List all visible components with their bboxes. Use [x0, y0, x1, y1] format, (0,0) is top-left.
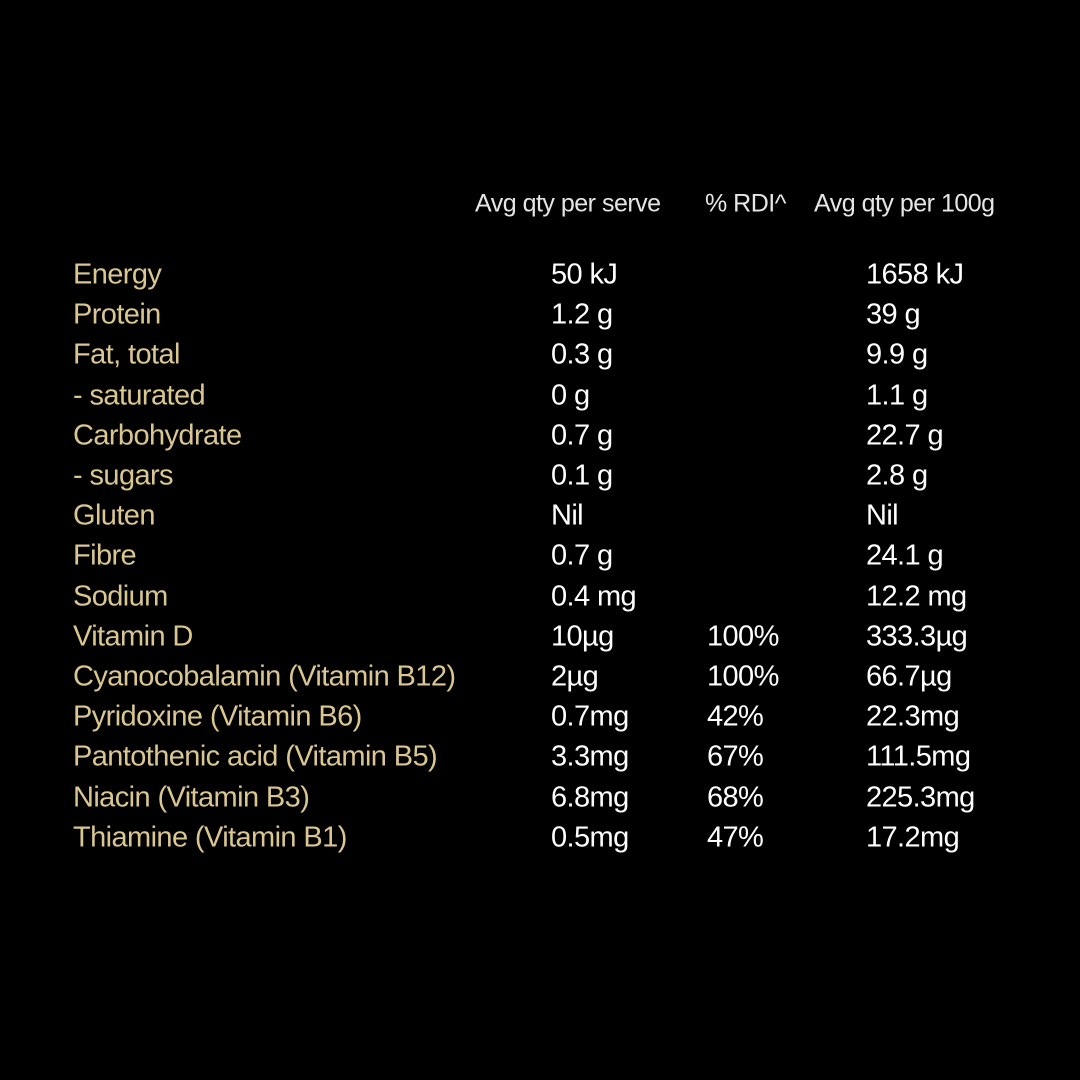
rdi-percent: 100% — [707, 620, 779, 653]
qty-per-serve: 0.7 g — [551, 419, 613, 452]
nutrient-name: Gluten — [73, 499, 155, 532]
rdi-percent: 67% — [707, 740, 764, 773]
qty-per-serve: 50 kJ — [551, 258, 618, 291]
nutrient-name: Thiamine (Vitamin B1) — [73, 821, 347, 854]
nutrient-name: Pantothenic acid (Vitamin B5) — [73, 740, 438, 773]
qty-per-serve: 0.3 g — [551, 338, 613, 371]
nutrient-name: Sodium — [73, 580, 168, 613]
nutrient-name: Vitamin D — [73, 620, 193, 653]
nutrient-name: Energy — [73, 258, 162, 291]
qty-per-serve: 3.3mg — [551, 740, 629, 773]
qty-per-100g: 22.7 g — [866, 419, 944, 452]
qty-per-100g: Nil — [866, 499, 899, 532]
rdi-percent: 100% — [707, 660, 779, 693]
qty-per-100g: 22.3mg — [866, 700, 960, 733]
qty-per-serve: 1.2 g — [551, 298, 613, 331]
qty-per-serve: 0.7mg — [551, 700, 629, 733]
rdi-percent: 68% — [707, 781, 764, 814]
qty-per-100g: 17.2mg — [866, 821, 960, 854]
rdi-percent: 47% — [707, 821, 764, 854]
qty-per-100g: 1.1 g — [866, 379, 928, 412]
qty-per-serve: 0.5mg — [551, 821, 629, 854]
nutrient-name: Pyridoxine (Vitamin B6) — [73, 700, 362, 733]
qty-per-serve: 6.8mg — [551, 781, 629, 814]
nutrient-name: Fibre — [73, 539, 137, 572]
qty-per-serve: 2µg — [551, 660, 599, 693]
qty-per-100g: 2.8 g — [866, 459, 928, 492]
qty-per-serve: 0.7 g — [551, 539, 613, 572]
nutrient-name: - saturated — [73, 379, 206, 412]
qty-per-100g: 12.2 mg — [866, 580, 967, 613]
column-header: Avg qty per 100g — [814, 189, 995, 218]
qty-per-100g: 66.7µg — [866, 660, 952, 693]
qty-per-100g: 9.9 g — [866, 338, 928, 371]
qty-per-100g: 225.3mg — [866, 781, 975, 814]
qty-per-serve: 0.4 mg — [551, 580, 637, 613]
qty-per-100g: 24.1 g — [866, 539, 944, 572]
nutrient-name: Cyanocobalamin (Vitamin B12) — [73, 660, 456, 693]
column-header: Avg qty per serve — [475, 189, 661, 218]
qty-per-serve: 10µg — [551, 620, 614, 653]
qty-per-100g: 333.3µg — [866, 620, 968, 653]
nutrient-name: Protein — [73, 298, 161, 331]
qty-per-100g: 1658 kJ — [866, 258, 964, 291]
qty-per-100g: 39 g — [866, 298, 921, 331]
qty-per-serve: Nil — [551, 499, 584, 532]
nutrient-name: Carbohydrate — [73, 419, 242, 452]
nutrient-name: Fat, total — [73, 338, 180, 371]
nutrient-name: Niacin (Vitamin B3) — [73, 781, 310, 814]
nutrient-name: - sugars — [73, 459, 174, 492]
qty-per-serve: 0 g — [551, 379, 590, 412]
column-header: % RDI^ — [705, 189, 786, 218]
qty-per-100g: 111.5mg — [866, 740, 971, 773]
qty-per-serve: 0.1 g — [551, 459, 613, 492]
rdi-percent: 42% — [707, 700, 764, 733]
